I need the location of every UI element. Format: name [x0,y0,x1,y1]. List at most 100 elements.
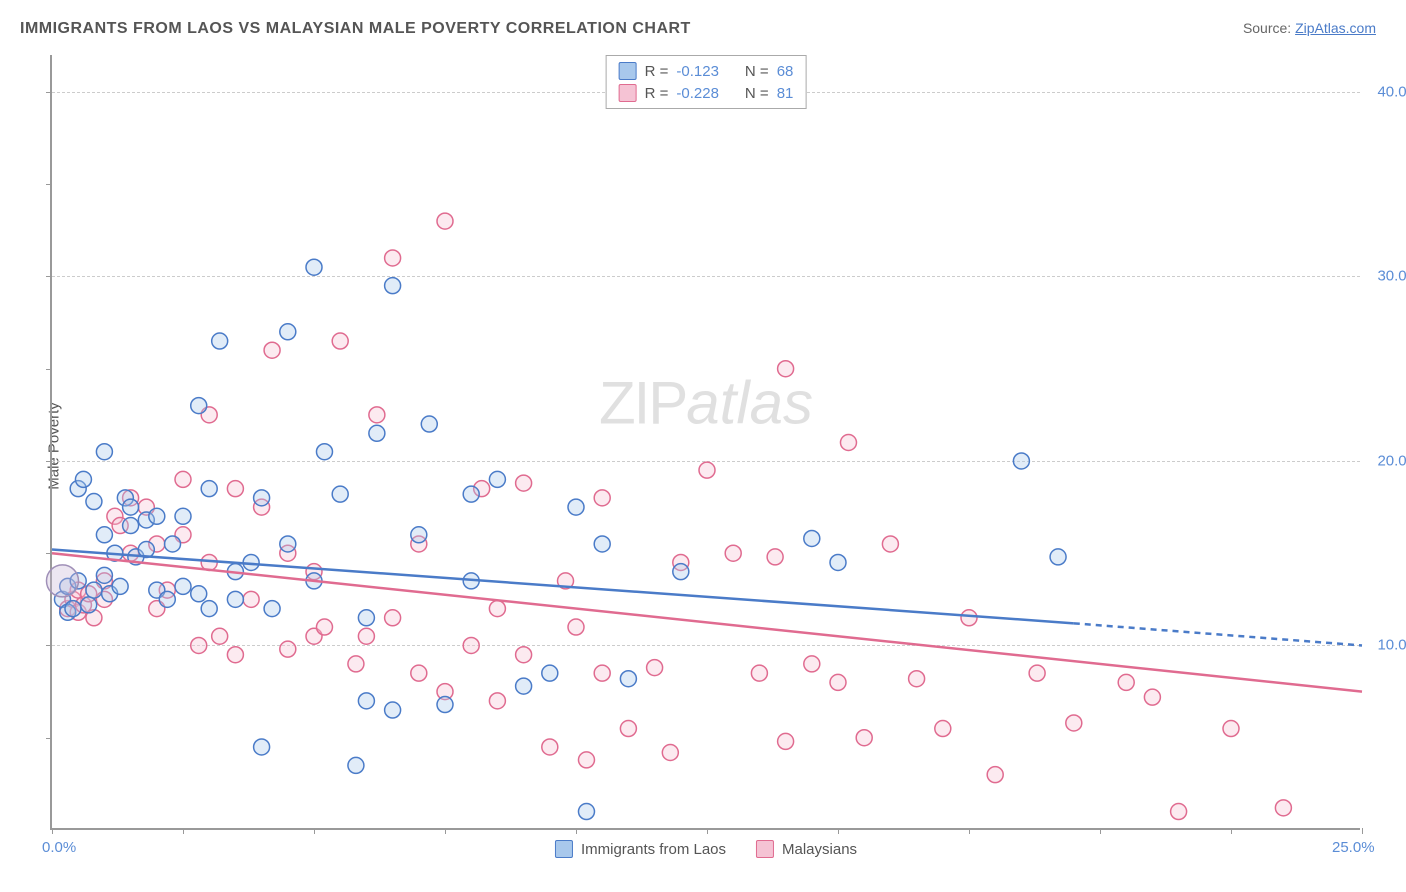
series2-label: Malaysians [782,841,857,858]
data-point [437,213,453,229]
data-point [804,656,820,672]
data-point [212,628,228,644]
data-point [411,527,427,543]
data-point [1171,804,1187,820]
chart-title: IMMIGRANTS FROM LAOS VS MALAYSIAN MALE P… [20,20,691,38]
n-value-1: 68 [777,63,794,80]
data-point [489,601,505,617]
data-point [191,637,207,653]
data-point [191,398,207,414]
data-point [316,619,332,635]
correlation-row-2: R = -0.228 N = 81 [619,82,794,104]
data-point [542,739,558,755]
data-point [673,564,689,580]
data-point [662,745,678,761]
data-point [647,660,663,676]
scatter-svg [52,55,1360,828]
data-point [332,486,348,502]
data-point [254,739,270,755]
data-point [1118,674,1134,690]
data-point [159,591,175,607]
legend-item-1: Immigrants from Laos [555,840,726,858]
data-point [348,656,364,672]
data-point [1066,715,1082,731]
data-point [191,586,207,602]
data-point [316,444,332,460]
data-point [123,499,139,515]
data-point [961,610,977,626]
data-point [385,278,401,294]
data-point [75,471,91,487]
data-point [65,601,81,617]
r-value-2: -0.228 [676,85,719,102]
data-point [175,471,191,487]
data-point [620,671,636,687]
data-point [856,730,872,746]
data-point [909,671,925,687]
data-point [830,554,846,570]
data-point [830,674,846,690]
data-point [751,665,767,681]
correlation-row-1: R = -0.123 N = 68 [619,60,794,82]
data-point [411,665,427,681]
data-point [227,591,243,607]
data-point [149,508,165,524]
data-point [516,647,532,663]
data-point [358,628,374,644]
x-tick-label: 25.0% [1332,839,1375,856]
data-point [542,665,558,681]
n-label-1: N = [745,63,769,80]
data-point [463,486,479,502]
data-point [96,567,112,583]
swatch-series1-b [555,840,573,858]
data-point [112,578,128,594]
data-point [96,444,112,460]
data-point [840,435,856,451]
data-point [254,490,270,506]
data-point [421,416,437,432]
y-tick-label: 30.0% [1377,268,1406,285]
source-attribution: Source: ZipAtlas.com [1243,20,1376,36]
r-label-2: R = [645,85,669,102]
data-point [1223,721,1239,737]
data-point [264,601,280,617]
series1-label: Immigrants from Laos [581,841,726,858]
data-point [243,591,259,607]
data-point [1050,549,1066,565]
n-label-2: N = [745,85,769,102]
data-point [385,250,401,266]
data-point [489,471,505,487]
data-point [96,527,112,543]
swatch-series2 [619,84,637,102]
data-point [987,767,1003,783]
plot-area: 10.0%20.0%30.0%40.0%0.0%25.0% ZIPatlas R… [50,55,1360,830]
data-point [175,508,191,524]
legend-item-2: Malaysians [756,840,857,858]
data-point [725,545,741,561]
data-point [437,697,453,713]
data-point [86,494,102,510]
swatch-series2-b [756,840,774,858]
data-point [358,693,374,709]
data-point [578,804,594,820]
data-point [699,462,715,478]
data-point [81,597,97,613]
data-point [778,733,794,749]
data-point [1144,689,1160,705]
data-point [594,536,610,552]
y-tick-label: 10.0% [1377,637,1406,654]
data-point [201,601,217,617]
y-tick-label: 40.0% [1377,83,1406,100]
data-point [369,425,385,441]
data-point [1013,453,1029,469]
data-point [935,721,951,737]
data-point [280,536,296,552]
data-point [1029,665,1045,681]
source-link[interactable]: ZipAtlas.com [1295,20,1376,36]
data-point [264,342,280,358]
swatch-series1 [619,62,637,80]
r-value-1: -0.123 [676,63,719,80]
data-point [86,582,102,598]
data-point [280,641,296,657]
data-point [594,490,610,506]
